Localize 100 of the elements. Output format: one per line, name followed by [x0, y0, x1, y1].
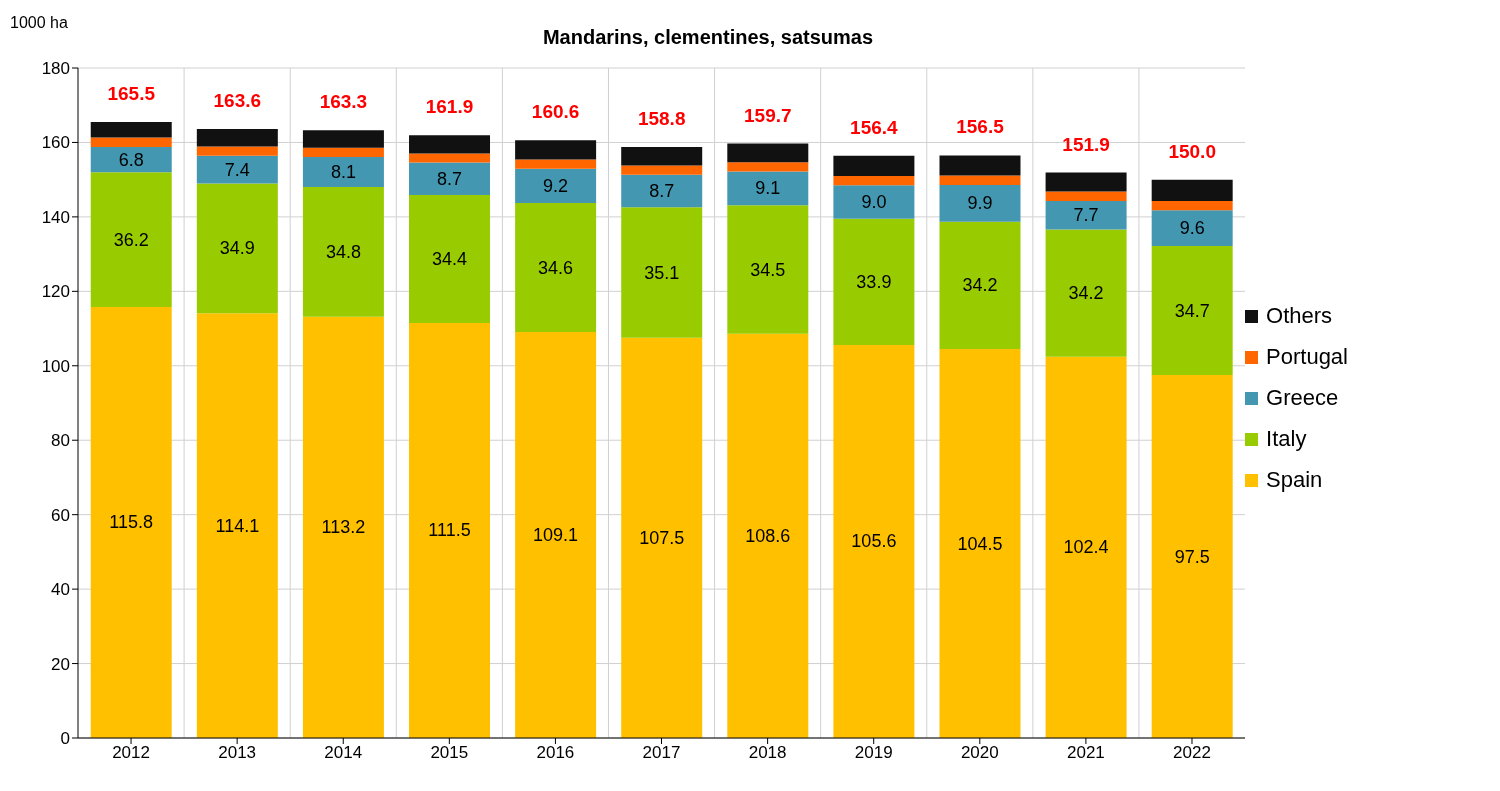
- data-label: 8.7: [437, 168, 463, 189]
- bar: [302, 147, 384, 157]
- total-label: 163.6: [213, 90, 262, 112]
- bar: [1045, 191, 1127, 201]
- x-tick-label: 2018: [748, 743, 787, 763]
- legend-label: Others: [1266, 303, 1333, 329]
- bar: [302, 316, 384, 738]
- total-label: 156.5: [956, 116, 1005, 138]
- data-label: 8.1: [330, 162, 356, 183]
- x-tick-label: 2013: [218, 743, 257, 763]
- bar: [833, 344, 915, 738]
- data-label: 9.9: [967, 193, 993, 214]
- bar: [621, 207, 703, 338]
- data-label: 34.2: [1068, 283, 1104, 304]
- data-label: 97.5: [1174, 546, 1210, 567]
- bar: [621, 174, 703, 208]
- bar: [409, 322, 491, 738]
- data-label: 107.5: [639, 527, 685, 548]
- bar: [939, 349, 1021, 738]
- bar: [515, 168, 597, 204]
- total-label: 150.0: [1168, 140, 1216, 162]
- data-label: 9.6: [1179, 218, 1205, 239]
- bar: [939, 175, 1021, 185]
- bar: [1045, 229, 1127, 357]
- bar: [1045, 200, 1127, 230]
- data-label: 9.0: [861, 192, 887, 212]
- data-label: 9.2: [543, 175, 569, 196]
- data-label: 8.7: [649, 181, 675, 202]
- total-label: 156.4: [850, 116, 899, 138]
- y-tick-label: 60: [51, 505, 70, 525]
- x-tick-label: 2021: [1066, 743, 1105, 763]
- bar: [727, 333, 809, 738]
- bar: [833, 155, 915, 176]
- bar: [90, 146, 172, 173]
- data-label: 34.5: [750, 259, 786, 280]
- x-tick-label: 2016: [536, 743, 575, 763]
- bar: [1151, 200, 1233, 211]
- y-tick-label: 120: [41, 282, 70, 302]
- x-tick-label: 2017: [642, 743, 681, 763]
- bar: [90, 137, 172, 147]
- data-label: 115.8: [109, 512, 154, 533]
- bar: [833, 175, 915, 186]
- x-tick-label: 2012: [112, 743, 150, 763]
- data-label: 35.1: [644, 262, 680, 283]
- total-label: 151.9: [1062, 133, 1110, 155]
- y-tick-label: 40: [51, 580, 70, 600]
- bar: [196, 313, 278, 738]
- data-label: 34.4: [431, 248, 468, 269]
- bar: [727, 171, 809, 206]
- bar: [302, 156, 384, 188]
- y-tick-label: 140: [41, 207, 70, 227]
- data-label: 111.5: [428, 520, 471, 541]
- data-label: 9.1: [755, 178, 781, 199]
- bar: [90, 172, 172, 307]
- data-label: 113.2: [321, 517, 366, 538]
- data-label: 114.1: [215, 515, 260, 536]
- total-label: 161.9: [425, 96, 474, 118]
- data-label: 109.1: [533, 524, 579, 545]
- bar: [833, 185, 915, 219]
- y-tick-label: 80: [51, 431, 70, 451]
- bar: [409, 135, 491, 154]
- bar: [515, 331, 597, 738]
- data-label: 105.6: [851, 531, 897, 552]
- bar: [621, 165, 703, 175]
- bar: [196, 146, 278, 156]
- bar: [409, 153, 491, 163]
- bar: [302, 130, 384, 148]
- bar: [939, 221, 1021, 350]
- data-label: 34.6: [538, 257, 574, 278]
- bar: [90, 306, 172, 738]
- bar: [939, 155, 1021, 176]
- data-label: 34.2: [962, 275, 998, 296]
- y-tick-label: 100: [41, 356, 70, 376]
- chart-title: Mandarins, clementines, satsumas: [542, 26, 874, 48]
- x-tick-label: 2015: [430, 743, 469, 763]
- x-tick-label: 2020: [960, 743, 999, 763]
- bar: [939, 184, 1021, 222]
- data-label: 34.9: [219, 238, 255, 259]
- bar: [1151, 210, 1233, 246]
- bar: [90, 121, 172, 138]
- data-label: 7.7: [1073, 205, 1099, 226]
- bar: [1045, 356, 1127, 738]
- bar: [515, 159, 597, 169]
- legend-label: Greece: [1266, 385, 1339, 411]
- bar: [409, 162, 491, 195]
- bar: [196, 129, 278, 147]
- bar: [302, 187, 384, 317]
- bar: [833, 218, 915, 345]
- y-tick-label: 20: [51, 654, 70, 674]
- x-tick-label: 2022: [1173, 743, 1211, 763]
- total-label: 159.7: [744, 104, 792, 126]
- bar: [727, 205, 809, 334]
- total-label: 165.5: [107, 82, 156, 104]
- bar: [1151, 245, 1233, 376]
- bar: [1151, 179, 1233, 201]
- data-label: 104.5: [957, 533, 1003, 554]
- bar: [621, 337, 703, 738]
- bar: [621, 146, 703, 166]
- y-axis-title: 1000 ha: [10, 14, 68, 32]
- data-label: 6.8: [118, 149, 144, 170]
